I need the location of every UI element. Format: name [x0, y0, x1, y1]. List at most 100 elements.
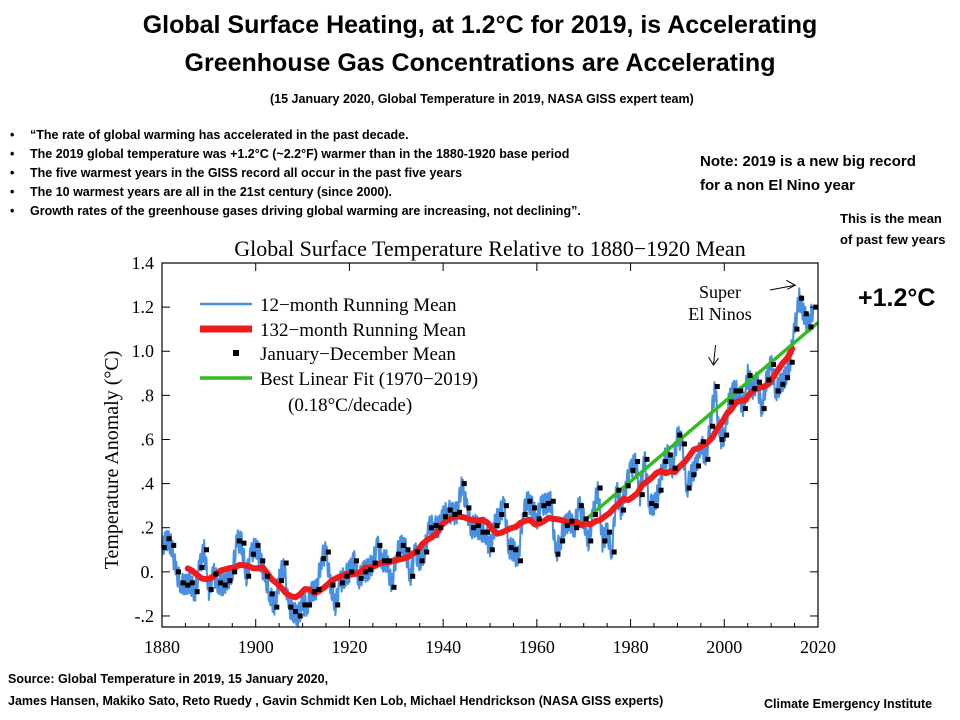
annual-mean-point	[517, 558, 523, 564]
annual-mean-point	[485, 529, 491, 535]
warming-value: +1.2°C	[858, 284, 936, 312]
annual-mean-point	[663, 459, 669, 465]
annual-mean-point	[218, 580, 224, 586]
annual-mean-point	[222, 582, 228, 588]
legend-label-running132: 132−month Running Mean	[260, 320, 466, 341]
bullet-item: The five warmest years in the GISS recor…	[8, 164, 581, 183]
annual-mean-point	[457, 509, 463, 515]
x-tick-label: 2020	[800, 637, 836, 657]
legend-swatch-annual	[233, 350, 239, 356]
annual-mean-point	[405, 547, 411, 553]
annual-mean-point	[658, 487, 664, 493]
annual-mean-point	[667, 452, 673, 458]
x-tick-label: 1980	[613, 637, 649, 657]
annual-mean-point	[649, 500, 655, 506]
annual-mean-point	[288, 604, 294, 610]
annual-mean-point	[728, 399, 734, 405]
annual-mean-point	[611, 549, 617, 555]
y-tick-label: -.2	[135, 606, 155, 626]
annual-mean-point	[602, 538, 608, 544]
annual-mean-point	[414, 549, 420, 555]
annual-mean-point	[227, 578, 233, 584]
annual-mean-point	[705, 456, 711, 462]
y-axis-label: Temperature Anomaly (°C)	[101, 351, 123, 570]
annual-mean-point	[241, 540, 247, 546]
chart-legend: 12−month Running Mean 132−month Running …	[200, 295, 478, 416]
annual-mean-point	[536, 516, 542, 522]
annual-mean-point	[199, 564, 205, 570]
annual-mean-point	[714, 384, 720, 390]
x-tick-label: 2000	[706, 637, 742, 657]
annual-mean-point	[719, 436, 725, 442]
mean-note-line2: of past few years	[840, 232, 946, 247]
annual-mean-point	[236, 538, 242, 544]
annual-mean-point	[742, 406, 748, 412]
legend-label-running12: 12−month Running Mean	[260, 295, 457, 316]
record-note: Note: 2019 is a new big record for a non…	[700, 150, 916, 198]
annual-mean-point	[621, 507, 627, 513]
annual-mean-point	[700, 439, 706, 445]
bullet-item: The 2019 global temperature was +1.2°C (…	[8, 145, 581, 164]
annual-mean-point	[438, 525, 444, 531]
annual-mean-point	[325, 549, 331, 555]
annual-mean-point	[171, 542, 177, 548]
legend-label-annual: January−December Mean	[260, 344, 456, 365]
annual-mean-point	[307, 602, 313, 608]
y-tick-label: 1.0	[132, 341, 155, 361]
annual-mean-point	[578, 503, 584, 509]
x-tick-label: 1940	[425, 637, 461, 657]
annual-mean-point	[583, 516, 589, 522]
annual-mean-point	[808, 324, 814, 330]
source-line2: James Hansen, Makiko Sato, Reto Ruedy , …	[8, 694, 664, 708]
quote-bullets: “The rate of global warming has accelera…	[8, 126, 581, 221]
annotation-arrowhead	[786, 279, 797, 290]
annual-mean-point	[321, 556, 327, 562]
annual-mean-point	[175, 569, 181, 575]
annual-mean-point	[635, 459, 641, 465]
annual-mean-point	[269, 591, 275, 597]
legend-label-fit-rate: (0.18°C/decade)	[288, 395, 412, 416]
annual-mean-point	[232, 569, 238, 575]
y-tick-label: .8	[141, 385, 155, 405]
mean-note: This is the mean of past few years	[840, 208, 946, 250]
annual-mean-point	[686, 485, 692, 491]
annual-mean-point	[494, 523, 500, 529]
annual-mean-point	[358, 575, 364, 581]
annual-mean-point	[461, 481, 467, 487]
institute-credit: Climate Emergency Institute	[764, 697, 933, 711]
annual-mean-point	[733, 388, 739, 394]
annual-mean-point	[283, 560, 289, 566]
annual-mean-point	[630, 467, 636, 473]
x-tick-label: 1900	[238, 637, 274, 657]
annual-mean-point	[480, 529, 486, 535]
annual-mean-point	[377, 542, 383, 548]
annual-mean-point	[555, 551, 561, 557]
annual-mean-point	[255, 542, 261, 548]
source-citation: Source: Global Temperature in 2019, 15 J…	[8, 668, 663, 712]
annual-mean-point	[761, 406, 767, 412]
annual-mean-point	[681, 441, 687, 447]
annual-mean-point	[696, 463, 702, 469]
annual-mean-point	[204, 547, 210, 553]
annual-mean-point	[770, 361, 776, 367]
annual-mean-point	[588, 538, 594, 544]
annual-mean-point	[180, 580, 186, 586]
annual-mean-point	[546, 500, 552, 506]
annual-mean-point	[353, 558, 359, 564]
annual-mean-point	[250, 551, 256, 557]
annual-mean-point	[386, 558, 392, 564]
annual-mean-point	[606, 529, 612, 535]
y-tick-label: 1.2	[132, 297, 155, 317]
annual-mean-point	[433, 523, 439, 529]
annual-mean-point	[391, 584, 397, 590]
annual-mean-point	[466, 505, 472, 511]
annual-mean-point	[794, 326, 800, 332]
annual-mean-point	[789, 359, 795, 365]
slide-subtitle: (15 January 2020, Global Temperature in …	[270, 92, 694, 106]
annual-mean-point	[475, 523, 481, 529]
annual-mean-point	[396, 551, 402, 557]
annual-mean-point	[489, 547, 495, 553]
annual-mean-point	[274, 604, 280, 610]
annual-mean-point	[382, 558, 388, 564]
annual-mean-point	[316, 586, 322, 592]
